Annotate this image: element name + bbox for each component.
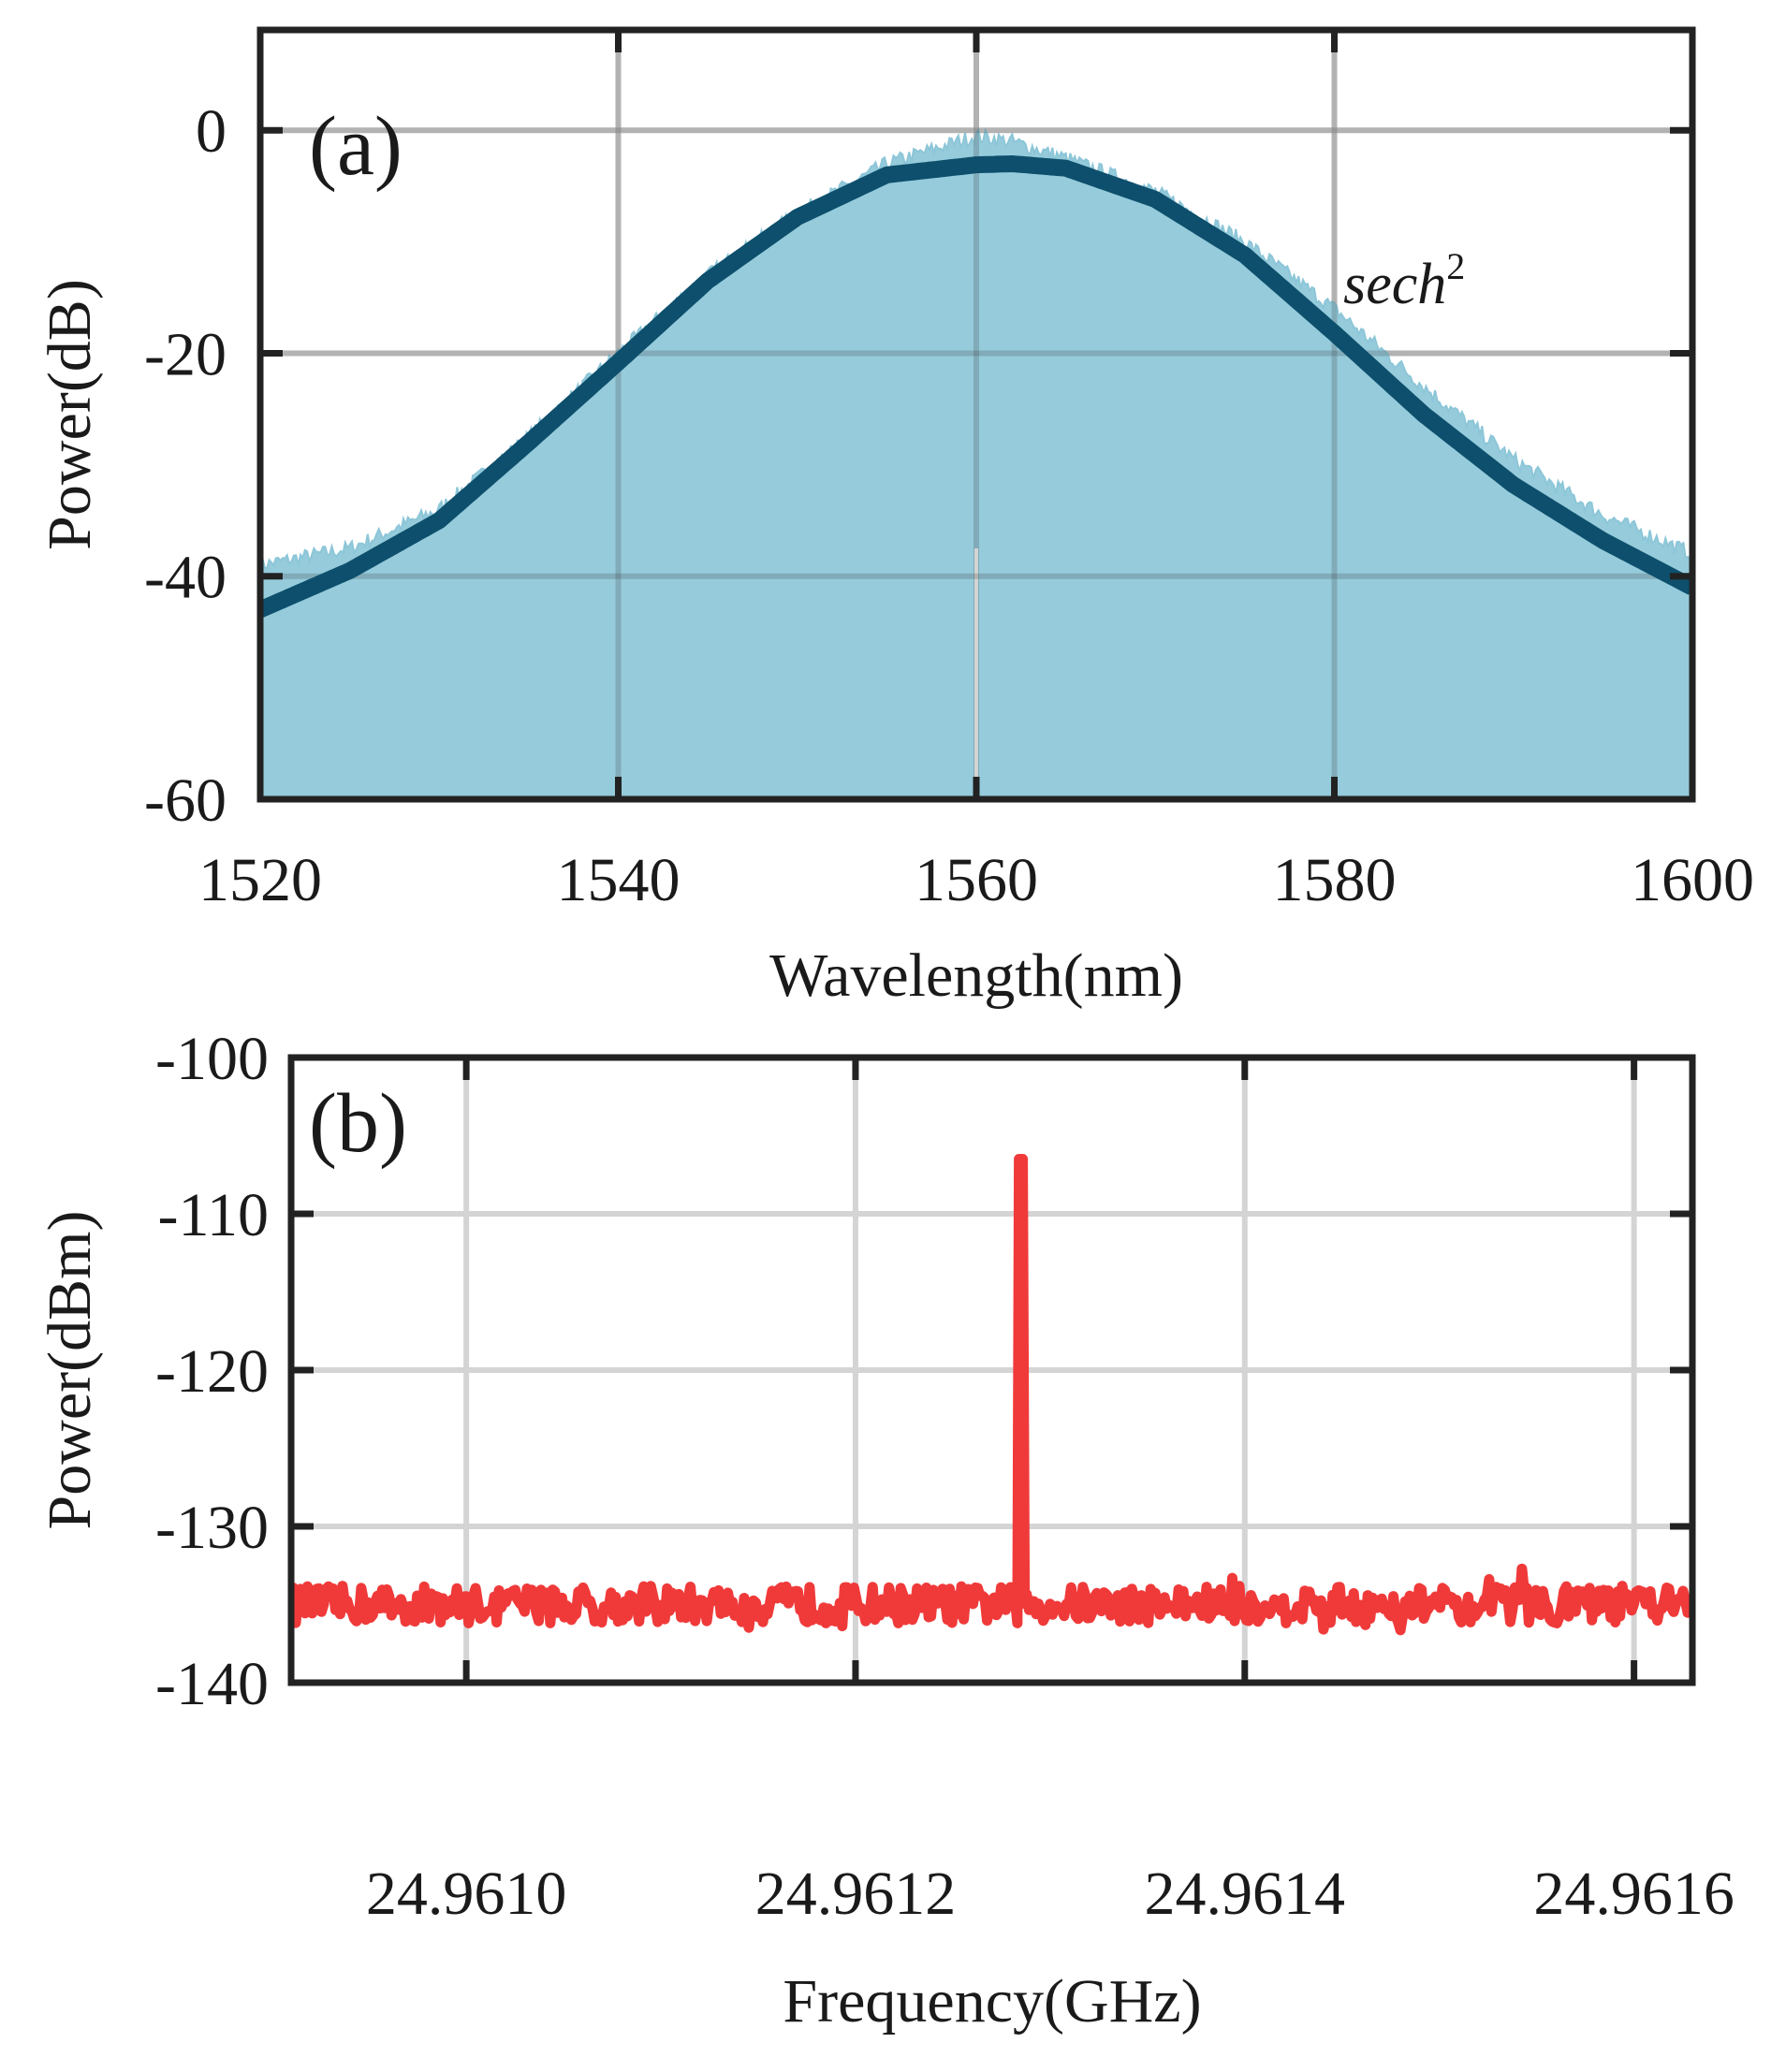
x-tick-label: 24.9612 [755, 1860, 957, 1928]
y-tick-label: -100 [155, 1025, 269, 1093]
sech2-fit-line [260, 155, 1692, 618]
rf-spectrum-line [291, 1154, 1692, 1636]
x-tick-label: 1580 [1273, 846, 1397, 914]
y-tick-label: -20 [144, 320, 227, 388]
x-tick-label: 1560 [915, 846, 1038, 914]
y-tick-label: -40 [144, 544, 227, 612]
y-tick-label: -110 [157, 1181, 269, 1249]
y-tick-label: -120 [155, 1337, 269, 1406]
x-tick-label: 24.9610 [366, 1860, 567, 1928]
x-tick-label: 24.9614 [1145, 1860, 1346, 1928]
x-tick-label: 24.9616 [1533, 1860, 1735, 1928]
x-axis-label-b: Frequency(GHz) [783, 1967, 1201, 2036]
x-tick-label: 1540 [557, 846, 681, 914]
y-tick-label: -130 [155, 1494, 269, 1562]
panel-b: 24.9610 24.9612 24.9614 24.9616 -100 -110 -12… [36, 1025, 1735, 2036]
y-axis-label-b: Power(dBm) [36, 1211, 104, 1530]
y-tick-label: -140 [155, 1650, 269, 1718]
x-tick-labels-b: 24.9610 24.9612 24.9614 24.9616 [366, 1860, 1735, 1928]
panel-label-a: (a) [309, 100, 403, 193]
y-tick-label: -60 [144, 766, 227, 835]
x-tick-label: 1520 [198, 846, 322, 914]
ticks-b [291, 1054, 1692, 1686]
x-axis-label-a: Wavelength(nm) [769, 941, 1183, 1010]
y-tick-labels-a: 0 -20 -40 -60 [144, 97, 227, 835]
panel-label-b: (b) [309, 1077, 407, 1170]
y-axis-label-a: Power(dB) [36, 279, 104, 550]
x-tick-labels-a: 1520 1540 1560 1580 1600 [198, 846, 1754, 914]
ticks-a [256, 30, 1696, 803]
sech2-annotation: sech2 [1343, 245, 1465, 316]
y-tick-labels-b: -100 -110 -120 -130 -140 [155, 1025, 269, 1718]
y-tick-label: 0 [196, 97, 227, 166]
x-tick-label: 1600 [1631, 846, 1754, 914]
sech2-annotation-text: sech [1343, 253, 1446, 316]
panel-a: 1520 1540 1560 1580 1600 0 -20 -40 -60 (a) sech… [36, 26, 1754, 1010]
sech2-annotation-superscript: 2 [1446, 245, 1465, 287]
